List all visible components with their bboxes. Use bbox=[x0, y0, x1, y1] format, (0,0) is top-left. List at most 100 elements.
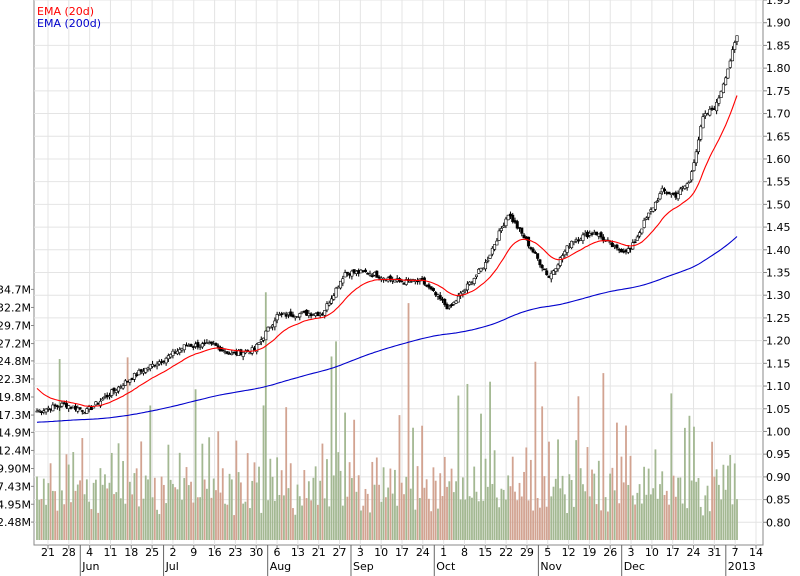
candle-body bbox=[730, 49, 734, 62]
x-tick-label: 24 bbox=[687, 546, 701, 559]
volume-bar bbox=[629, 455, 632, 540]
x-tick-label: 2 bbox=[169, 546, 176, 559]
volume-bar bbox=[339, 470, 342, 540]
volume-bar bbox=[369, 512, 371, 540]
volume-bar bbox=[495, 497, 498, 540]
volume-bar bbox=[421, 425, 424, 540]
volume-bar bbox=[548, 441, 550, 540]
volume-bar bbox=[498, 507, 501, 540]
volume-bar bbox=[104, 474, 106, 540]
volume-bar bbox=[190, 481, 192, 540]
candle-body bbox=[363, 269, 367, 273]
volume-bar bbox=[520, 496, 523, 540]
price-axis: 1.95 1.90 1.85 1.80 1.75 1.70 1.65 1.60 1.55 1.50… bbox=[763, 0, 791, 529]
x-tick-label: 18 bbox=[124, 546, 138, 559]
volume-bar bbox=[643, 466, 646, 540]
candle-body bbox=[724, 77, 728, 86]
volume-bar bbox=[128, 481, 131, 540]
candle-body bbox=[495, 240, 499, 246]
volume-bar bbox=[430, 511, 433, 540]
x-month-label: Jul bbox=[165, 560, 179, 573]
volume-bar bbox=[321, 443, 324, 540]
volume-bar bbox=[681, 503, 684, 540]
volume-bar bbox=[654, 449, 657, 540]
volume-bar bbox=[577, 396, 580, 540]
x-tick-label: 24 bbox=[416, 546, 430, 559]
price-tick-label: 1.00 bbox=[766, 425, 791, 438]
x-month-label: 2013 bbox=[728, 560, 756, 573]
x-tick-label: 14 bbox=[749, 546, 763, 559]
volume-bar bbox=[405, 476, 408, 540]
volume-bar bbox=[135, 468, 138, 540]
volume-bar bbox=[622, 482, 625, 540]
x-tick-label: 1 bbox=[440, 546, 447, 559]
candle-body bbox=[230, 352, 234, 355]
volume-bar bbox=[167, 444, 170, 540]
volume-bar bbox=[539, 507, 541, 540]
candle-body bbox=[699, 126, 703, 140]
candle-body bbox=[275, 314, 279, 321]
volume-bar bbox=[550, 496, 553, 540]
candle-body bbox=[332, 295, 336, 300]
volume-bar bbox=[575, 440, 578, 540]
price-tick-label: 1.95 bbox=[766, 0, 791, 7]
volume-bar bbox=[65, 454, 68, 540]
price-tick-label: 1.85 bbox=[766, 39, 791, 52]
volume-bar bbox=[81, 438, 84, 540]
volume-bar bbox=[634, 504, 636, 540]
volume-tick-label: 9.90M bbox=[0, 463, 31, 476]
price-tick-label: 1.25 bbox=[766, 312, 791, 325]
volume-bar bbox=[668, 504, 670, 540]
volume-tick-label: 4.95M bbox=[0, 498, 31, 511]
candle-body bbox=[139, 369, 143, 372]
volume-bar bbox=[616, 422, 618, 540]
volume-bar bbox=[618, 503, 621, 540]
candle-body bbox=[522, 234, 526, 239]
volume-bar bbox=[348, 462, 351, 540]
x-tick-label: 5 bbox=[544, 546, 551, 559]
candle-body bbox=[687, 180, 691, 183]
volume-bar bbox=[437, 508, 439, 540]
candle-body bbox=[726, 68, 730, 79]
volume-bar bbox=[597, 460, 600, 540]
volume-bar bbox=[353, 419, 356, 540]
volume-tick-label: 19.8M bbox=[0, 391, 31, 404]
volume-bar bbox=[455, 481, 457, 540]
x-tick-label: 28 bbox=[62, 546, 76, 559]
volume-bar bbox=[298, 496, 301, 540]
candle-body bbox=[465, 283, 469, 291]
candle-body bbox=[218, 346, 222, 352]
volume-bar bbox=[285, 407, 288, 540]
volume-bar bbox=[289, 463, 292, 540]
candle-body bbox=[542, 268, 546, 271]
volume-bar bbox=[235, 440, 238, 540]
candle-body bbox=[644, 217, 648, 220]
volume-bar bbox=[119, 498, 122, 540]
volume-bar bbox=[122, 461, 124, 540]
candle-body bbox=[715, 102, 719, 112]
candle-body bbox=[676, 193, 680, 200]
volume-tick-label: 32.2M bbox=[0, 301, 31, 314]
candle-body bbox=[635, 236, 639, 241]
volume-bar bbox=[541, 406, 544, 540]
volume-bar bbox=[230, 479, 233, 540]
candle-body bbox=[450, 304, 454, 306]
candle-body bbox=[58, 406, 62, 408]
volume-bar bbox=[489, 381, 491, 540]
volume-bar bbox=[461, 477, 464, 540]
candle-body bbox=[98, 400, 102, 407]
volume-bar bbox=[670, 393, 673, 540]
x-tick-label: 16 bbox=[208, 546, 222, 559]
candle-body bbox=[502, 225, 506, 228]
candle-body bbox=[273, 320, 277, 328]
volume-bar bbox=[518, 482, 521, 540]
candle-body bbox=[678, 188, 682, 195]
candle-body bbox=[531, 248, 535, 253]
volume-bar bbox=[47, 483, 50, 540]
volume-bar bbox=[731, 504, 734, 540]
volume-bar bbox=[396, 505, 399, 540]
x-tick-label: 26 bbox=[603, 546, 617, 559]
volume-bar bbox=[264, 292, 267, 540]
candle-body bbox=[529, 247, 533, 250]
volume-bar bbox=[255, 482, 258, 540]
